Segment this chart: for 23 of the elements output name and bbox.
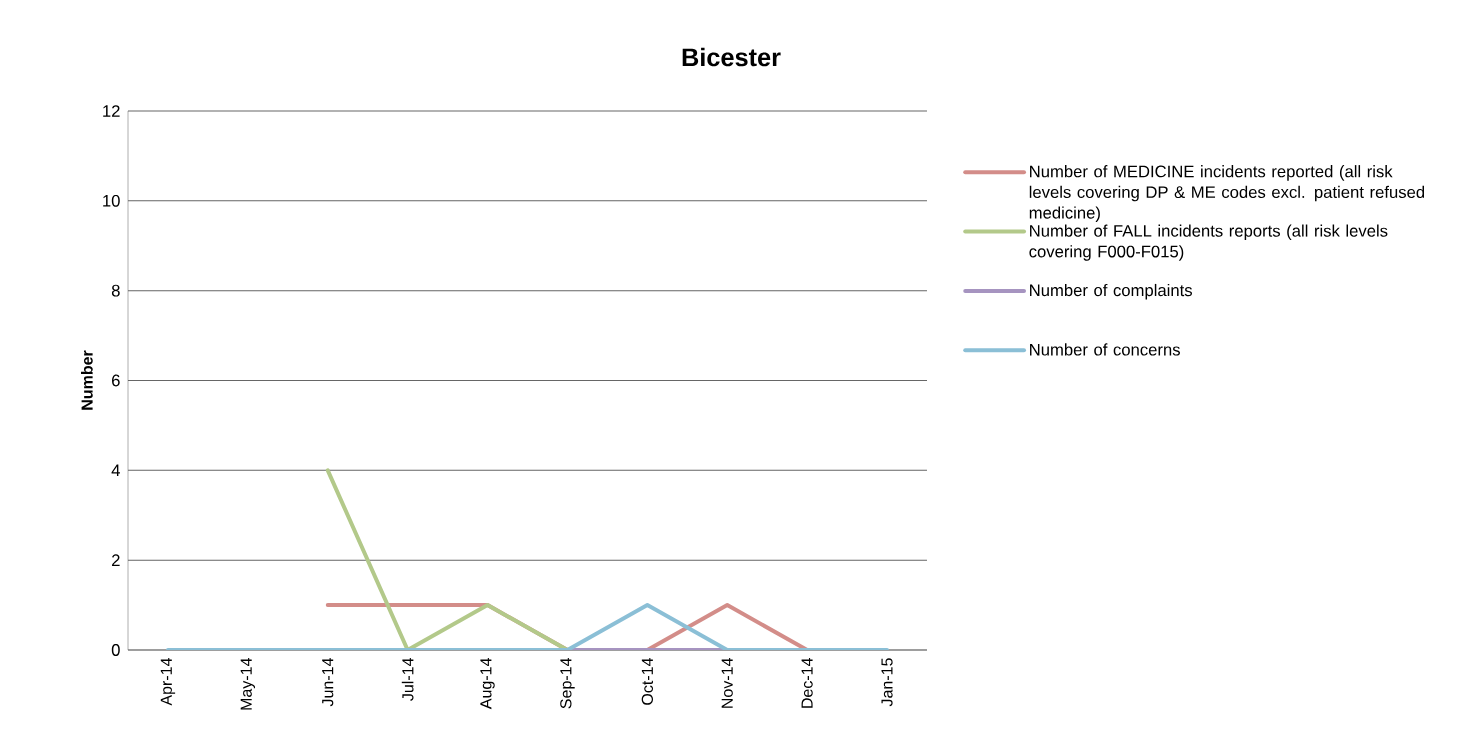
y-tick-label: 12	[103, 105, 120, 117]
chart-title: Bicester	[682, 47, 781, 67]
legend-label: Number of FALL incidents reports (all risk levels covering F000-F015)	[1029, 224, 1388, 261]
x-tick-label: Jan-15	[881, 658, 893, 707]
y-axis-title: Number	[81, 350, 93, 410]
x-tick-label: Dec-14	[801, 658, 813, 708]
y-tick-label: 6	[112, 374, 120, 387]
legend-label: Number of concerns	[1030, 343, 1180, 356]
x-tick-label: Aug-14	[480, 658, 495, 710]
y-tick-label: 10	[103, 194, 120, 207]
x-tick-label: Jun-14	[322, 658, 334, 707]
x-tick-label: Jul-14	[401, 658, 414, 701]
y-tick-label: 2	[112, 554, 120, 566]
legend-label: Number of MEDICINE incidents reported (all risk levels covering DP & ME codes excl. patient refused medicine)	[1029, 165, 1425, 222]
x-tick-label: Apr-14	[160, 658, 176, 706]
x-tick-label: Nov-14	[721, 658, 733, 708]
x-tick-label: May-14	[240, 658, 256, 710]
legend-label: Number of complaints	[1030, 283, 1193, 300]
y-tick-label: 4	[111, 464, 120, 477]
y-tick-label: 0	[111, 644, 120, 656]
x-tick-label: Oct-14	[641, 658, 654, 705]
x-tick-label: Sep-14	[560, 658, 575, 709]
y-tick-label: 8	[111, 284, 120, 297]
